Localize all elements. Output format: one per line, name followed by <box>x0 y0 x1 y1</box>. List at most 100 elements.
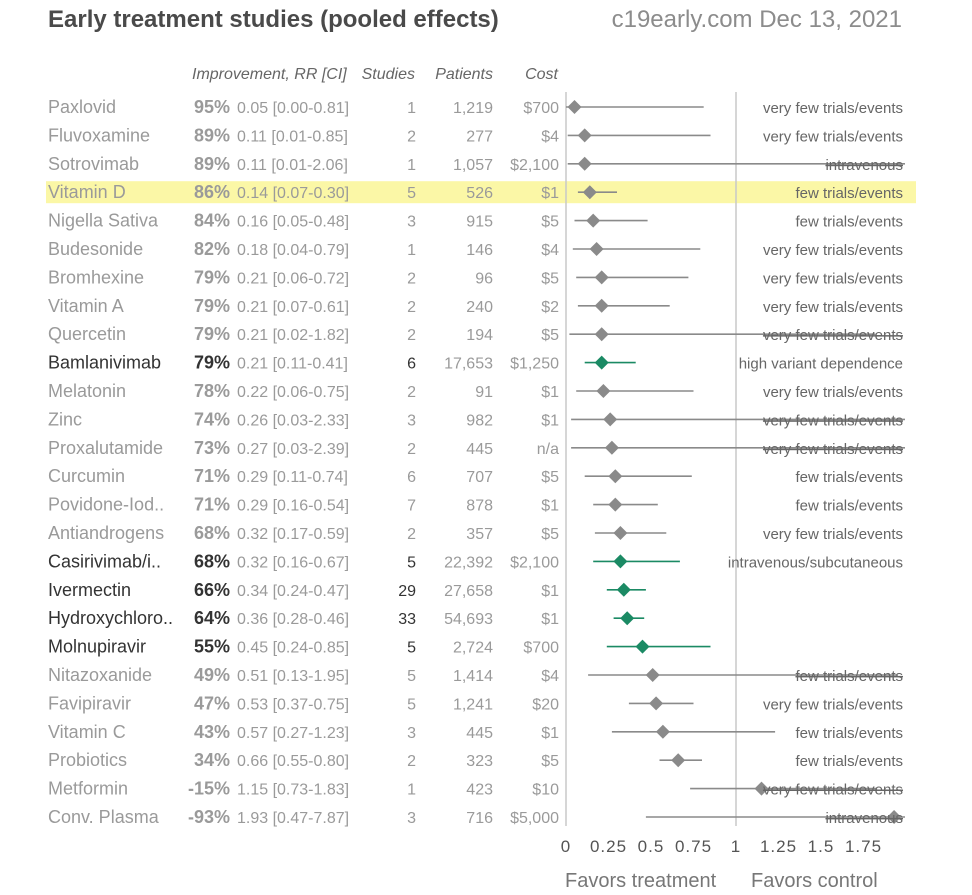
row-studies: 2 <box>407 441 416 458</box>
point-estimate <box>594 298 609 313</box>
row-improvement: 86% <box>194 182 230 202</box>
row-cost: $2,100 <box>510 157 559 174</box>
row-studies: 2 <box>407 128 416 145</box>
row-cost: $20 <box>532 696 559 713</box>
row-cost: $10 <box>532 782 559 799</box>
header-improvement: Improvement, RR [CI] <box>192 66 347 83</box>
row-studies: 2 <box>407 753 416 770</box>
row-rr-ci: 0.14 [0.07-0.30] <box>237 185 349 202</box>
row-cost: $4 <box>541 128 559 145</box>
row-rr-ci: 0.11 [0.01-2.06] <box>237 157 348 174</box>
table-rows: Paxlovid 95% 0.05 [0.00-0.81] 1 1,219 $700 ver… <box>48 97 905 827</box>
row-patients: 194 <box>466 327 493 344</box>
row-rr-ci: 0.21 [0.11-0.41] <box>237 356 348 373</box>
row-note: very few trials/events <box>763 270 903 287</box>
point-estimate <box>613 554 628 569</box>
table-row: Vitamin D 86% 0.14 [0.07-0.30] 5 526 $1 few tr… <box>48 182 903 202</box>
table-row: Nitazoxanide 49% 0.51 [0.13-1.95] 5 1,414 $4 f… <box>48 665 903 685</box>
row-studies: 5 <box>407 696 416 713</box>
row-note: few trials/events <box>795 725 903 742</box>
table-row: Sotrovimab 89% 0.11 [0.01-2.06] 1 1,057 $2,10… <box>48 154 905 174</box>
row-improvement: 73% <box>194 438 230 458</box>
row-name: Nitazoxanide <box>48 665 152 685</box>
row-note: very few trials/events <box>763 441 903 458</box>
row-cost: $1 <box>541 384 559 401</box>
table-row: Antiandrogens 68% 0.32 [0.17-0.59] 2 357 $5 ve… <box>48 523 903 543</box>
row-cost: $1 <box>541 611 559 628</box>
row-rr-ci: 0.32 [0.17-0.59] <box>237 526 349 543</box>
table-row: Proxalutamide 73% 0.27 [0.03-2.39] 2 445 n/a v… <box>48 438 905 458</box>
tick-label: 1.25 <box>760 837 797 856</box>
row-improvement: 89% <box>194 154 230 174</box>
point-estimate <box>589 242 604 256</box>
row-cost: $1 <box>541 725 559 742</box>
table-row: Paxlovid 95% 0.05 [0.00-0.81] 1 1,219 $700 ver… <box>48 97 903 117</box>
row-note: high variant dependence <box>739 356 903 373</box>
row-rr-ci: 0.18 [0.04-0.79] <box>237 242 349 259</box>
table-row: Probiotics 34% 0.66 [0.55-0.80] 2 323 $5 few t… <box>48 750 903 770</box>
row-studies: 6 <box>407 469 416 486</box>
row-improvement: 34% <box>194 750 230 770</box>
row-note: very few trials/events <box>763 412 903 429</box>
row-patients: 445 <box>466 441 493 458</box>
row-note: very few trials/events <box>763 782 903 799</box>
row-cost: $1 <box>541 498 559 515</box>
row-patients: 915 <box>466 214 493 231</box>
row-cost: $4 <box>541 668 559 685</box>
row-studies: 2 <box>407 327 416 344</box>
row-note: very few trials/events <box>763 128 903 145</box>
row-cost: $5 <box>541 526 559 543</box>
row-improvement: 79% <box>194 324 230 344</box>
row-studies: 1 <box>407 157 416 174</box>
row-highlight <box>46 181 916 204</box>
row-improvement: 47% <box>194 693 230 713</box>
row-note: intravenous/subcutaneous <box>728 554 903 571</box>
row-name: Favipiravir <box>48 693 131 713</box>
point-estimate <box>586 213 601 228</box>
table-row: Conv. Plasma -93% 1.93 [0.47-7.87] 3 716 $5,0… <box>48 807 905 827</box>
table-row: Ivermectin 66% 0.34 [0.24-0.47] 29 27,658 $1 <box>48 580 646 600</box>
row-cost: $1 <box>541 583 559 600</box>
row-patients: 357 <box>466 526 493 543</box>
row-name: Probiotics <box>48 750 127 770</box>
row-cost: $5 <box>541 327 559 344</box>
row-name: Fluvoxamine <box>48 125 150 145</box>
point-estimate <box>594 327 609 342</box>
row-studies: 7 <box>407 498 416 515</box>
row-name: Bromhexine <box>48 267 144 287</box>
row-improvement: 78% <box>194 381 230 401</box>
row-cost: $5 <box>541 270 559 287</box>
row-name: Vitamin D <box>48 182 126 202</box>
row-cost: $2 <box>541 299 559 316</box>
row-improvement: 43% <box>194 722 230 742</box>
tick-label: 0.5 <box>638 837 665 856</box>
row-patients: 445 <box>466 725 493 742</box>
highlight-layer <box>46 181 916 204</box>
row-rr-ci: 0.32 [0.16-0.67] <box>237 554 349 571</box>
row-note: few trials/events <box>795 668 903 685</box>
row-name: Paxlovid <box>48 97 116 117</box>
row-studies: 33 <box>398 611 416 628</box>
point-estimate <box>594 355 609 370</box>
row-note: few trials/events <box>795 214 903 231</box>
row-name: Ivermectin <box>48 580 131 600</box>
row-rr-ci: 0.26 [0.03-2.33] <box>237 412 349 429</box>
row-improvement: 71% <box>194 495 230 515</box>
chart-subtitle: c19early.com Dec 13, 2021 <box>612 6 902 33</box>
table-row: Fluvoxamine 89% 0.11 [0.01-0.85] 2 277 $4 very… <box>48 125 903 145</box>
row-cost: n/a <box>537 441 559 458</box>
row-patients: 323 <box>466 753 493 770</box>
row-cost: $5 <box>541 214 559 231</box>
table-row: Budesonide 82% 0.18 [0.04-0.79] 1 146 $4 very … <box>48 239 903 259</box>
row-studies: 3 <box>407 214 416 231</box>
table-row: Curcumin 71% 0.29 [0.11-0.74] 6 707 $5 few tri… <box>48 466 903 486</box>
row-patients: 27,658 <box>444 583 493 600</box>
chart-title: Early treatment studies (pooled effects) <box>48 6 499 33</box>
row-studies: 5 <box>407 640 416 657</box>
row-patients: 1,241 <box>453 696 493 713</box>
row-name: Vitamin A <box>48 296 124 316</box>
point-estimate <box>603 412 618 427</box>
row-studies: 5 <box>407 185 416 202</box>
table-row: Bamlanivimab 79% 0.21 [0.11-0.41] 6 17,653 $1… <box>48 353 903 373</box>
row-note: few trials/events <box>795 753 903 770</box>
